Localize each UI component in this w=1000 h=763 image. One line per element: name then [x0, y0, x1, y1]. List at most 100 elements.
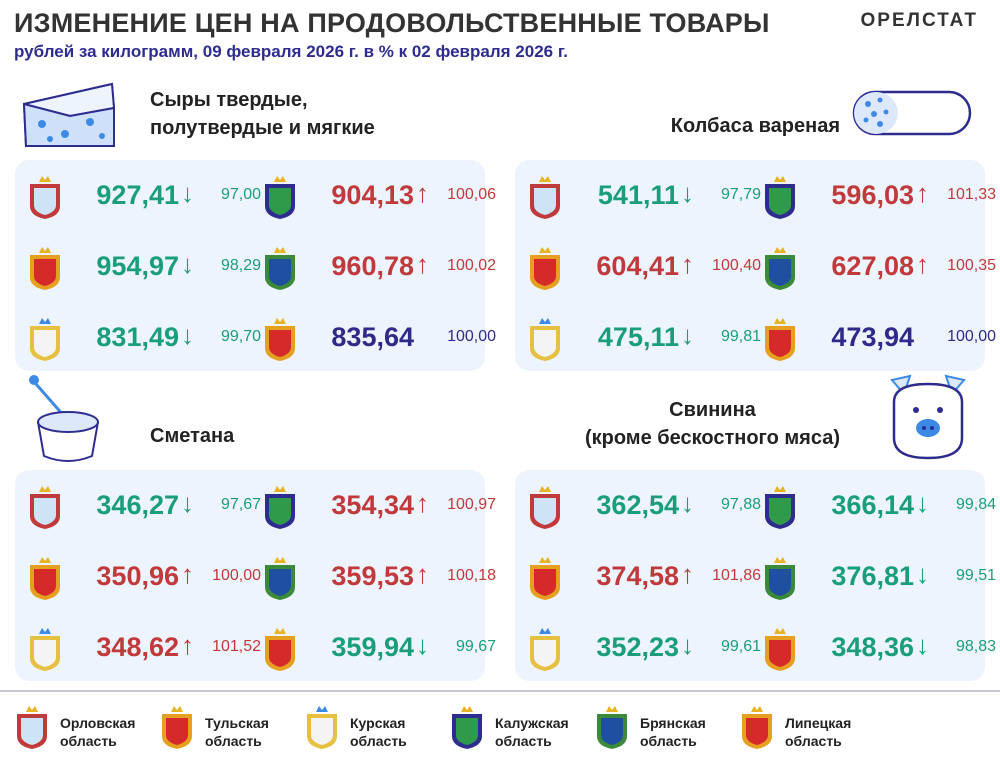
percent-value: 100,40	[712, 257, 761, 274]
product-panel: 927,41 ↓ 97,00 954,97 ↓ 98,29 831,49 ↓ 99,70 9…	[15, 160, 496, 371]
bryansk-emblem-icon	[597, 706, 627, 749]
page-subtitle: рублей за килограмм, 09 февраля 2026 г. …	[14, 42, 568, 61]
kursk-emblem-icon	[530, 318, 560, 361]
price-value: 835,64	[331, 322, 414, 352]
percent-value: 100,00	[212, 567, 261, 584]
price-value: 359,53	[331, 561, 414, 591]
percent-value: 100,35	[947, 257, 996, 274]
orel-emblem-icon	[530, 486, 560, 529]
tula-emblem-icon	[530, 557, 560, 600]
price-cell-tula: 604,41 ↑ 100,40	[525, 243, 761, 293]
product-panel: 541,11 ↓ 97,79 604,41 ↑ 100,40 475,11 ↓ 99,81 …	[515, 160, 996, 371]
price-value: 960,78	[331, 251, 414, 281]
price-cell-kaluga: 354,34 ↑ 100,97	[260, 482, 496, 532]
legend-label-line: область	[785, 733, 842, 749]
price-value: 359,94	[331, 632, 414, 662]
percent-value: 100,02	[447, 257, 496, 274]
product-title: Колбаса вареная	[671, 112, 840, 140]
legend-label-line: Курская	[350, 715, 406, 731]
divider	[0, 690, 1000, 692]
lipetsk-emblem-icon	[765, 628, 795, 671]
orel-emblem-icon	[17, 706, 47, 749]
kaluga-emblem-icon	[265, 176, 295, 219]
legend-label-line: Орловская	[60, 715, 136, 731]
percent-value: 98,29	[220, 257, 261, 274]
percent-value: 100,00	[947, 328, 996, 345]
legend-label-line: область	[60, 733, 117, 749]
price-cell-kursk: 348,62 ↑ 101,52	[25, 624, 261, 674]
bryansk-emblem-icon	[765, 247, 795, 290]
tula-emblem-icon	[30, 247, 60, 290]
bryansk-emblem-icon	[265, 247, 295, 290]
price-value: 350,96	[96, 561, 179, 591]
legend-label: Тульская область	[205, 714, 269, 750]
legend-label: Курская область	[350, 714, 407, 750]
kursk-emblem-icon	[530, 628, 560, 671]
trend-down-icon: ↓	[681, 320, 694, 350]
cheese-icon	[22, 82, 116, 148]
price-cell-bryansk: 376,81 ↓ 99,51	[760, 553, 996, 603]
price-cell-lipetsk: 473,94 100,00	[760, 314, 996, 364]
price-cell-bryansk: 359,53 ↑ 100,18	[260, 553, 496, 603]
price-value: 596,03	[831, 180, 914, 210]
legend-label-line: Калужская	[495, 715, 569, 731]
trend-down-icon: ↓	[916, 559, 929, 589]
percent-value: 97,79	[720, 186, 761, 203]
orel-emblem-icon	[30, 486, 60, 529]
trend-down-icon: ↓	[681, 630, 694, 660]
legend-label-line: область	[205, 733, 262, 749]
product-title-line: Свинина	[669, 399, 756, 421]
price-value: 473,94	[831, 322, 914, 352]
trend-down-icon: ↓	[916, 488, 929, 518]
product-title-line: Сыры твердые,	[150, 89, 308, 111]
legend-label-line: Брянская	[640, 715, 706, 731]
product-title-line: Колбаса вареная	[670, 115, 840, 137]
percent-value: 99,81	[720, 328, 761, 345]
price-value: 352,23	[596, 632, 679, 662]
product-panel: 346,27 ↓ 97,67 350,96 ↑ 100,00 348,62 ↑ 101,52…	[15, 470, 496, 681]
legend-label-line: область	[495, 733, 552, 749]
price-cell-tula: 350,96 ↑ 100,00	[25, 553, 261, 603]
sausage-icon	[852, 90, 972, 136]
price-value: 348,36	[831, 632, 914, 662]
legend-label-line: Тульская	[205, 715, 269, 731]
trend-down-icon: ↓	[681, 488, 694, 518]
tula-emblem-icon	[162, 706, 192, 749]
price-cell-kursk: 475,11 ↓ 99,81	[525, 314, 761, 364]
percent-value: 99,51	[955, 567, 996, 584]
trend-up-icon: ↑	[916, 249, 929, 279]
percent-value: 100,00	[447, 328, 496, 345]
tula-emblem-icon	[30, 557, 60, 600]
trend-down-icon: ↓	[181, 249, 194, 279]
kaluga-emblem-icon	[765, 176, 795, 219]
price-value: 927,41	[96, 180, 179, 210]
trend-down-icon: ↓	[681, 178, 694, 208]
percent-value: 98,83	[955, 638, 996, 655]
trend-down-icon: ↓	[181, 320, 194, 350]
product-panel: 362,54 ↓ 97,88 374,58 ↑ 101,86 352,23 ↓ 99,61 …	[515, 470, 996, 681]
price-cell-tula: 374,58 ↑ 101,86	[525, 553, 761, 603]
percent-value: 100,18	[447, 567, 496, 584]
trend-down-icon: ↓	[181, 488, 194, 518]
price-cell-kursk: 831,49 ↓ 99,70	[25, 314, 261, 364]
kaluga-emblem-icon	[765, 486, 795, 529]
percent-value: 97,00	[220, 186, 261, 203]
orel-emblem-icon	[530, 176, 560, 219]
price-cell-orel: 541,11 ↓ 97,79	[525, 172, 761, 222]
product-title-line: Сметана	[150, 425, 235, 447]
price-value: 954,97	[96, 251, 179, 281]
percent-value: 99,84	[955, 496, 996, 513]
kursk-emblem-icon	[30, 318, 60, 361]
price-value: 376,81	[831, 561, 914, 591]
trend-up-icon: ↑	[681, 249, 694, 279]
sour-cream-icon	[29, 375, 99, 462]
price-value: 362,54	[596, 490, 679, 520]
bryansk-emblem-icon	[765, 557, 795, 600]
kaluga-emblem-icon	[265, 486, 295, 529]
percent-value: 99,61	[720, 638, 761, 655]
price-value: 374,58	[596, 561, 679, 591]
price-cell-kaluga: 366,14 ↓ 99,84	[760, 482, 996, 532]
price-cell-orel: 346,27 ↓ 97,67	[25, 482, 261, 532]
lipetsk-emblem-icon	[265, 318, 295, 361]
legend-label: Орловская область	[60, 714, 135, 750]
